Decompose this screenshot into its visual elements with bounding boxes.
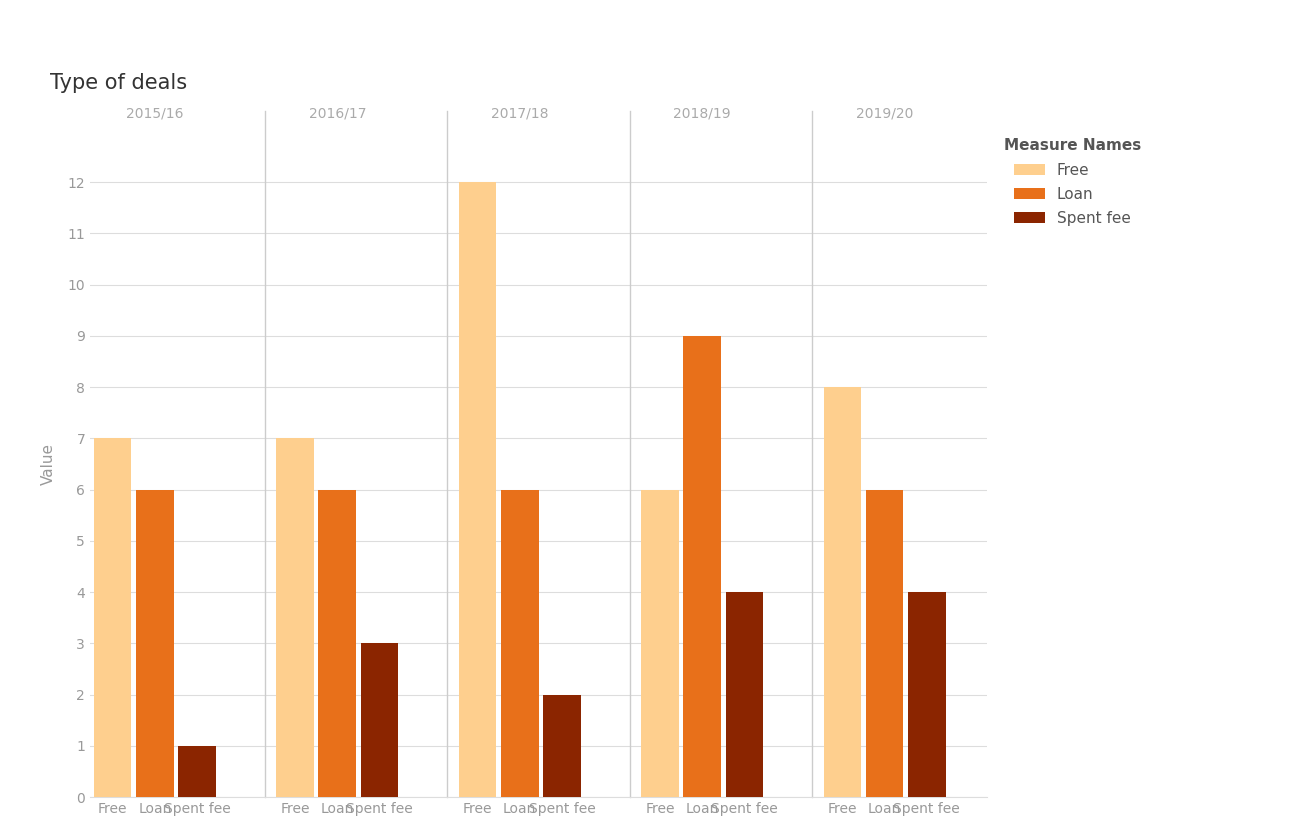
- Bar: [684, 336, 721, 797]
- Text: 2019/20: 2019/20: [856, 107, 914, 120]
- Bar: [907, 593, 945, 797]
- Text: 2017/18: 2017/18: [490, 107, 548, 120]
- Bar: [501, 489, 539, 797]
- Bar: [823, 387, 861, 797]
- Bar: [179, 746, 216, 797]
- Bar: [865, 489, 903, 797]
- Bar: [543, 695, 581, 797]
- Bar: [276, 439, 314, 797]
- Bar: [318, 489, 356, 797]
- Bar: [135, 489, 174, 797]
- Text: 2015/16: 2015/16: [126, 107, 184, 120]
- Text: Type of deals: Type of deals: [50, 73, 187, 93]
- Y-axis label: Value: Value: [41, 443, 57, 485]
- Bar: [459, 182, 496, 797]
- Legend: Free, Loan, Spent fee: Free, Loan, Spent fee: [1003, 139, 1141, 226]
- Bar: [642, 489, 679, 797]
- Bar: [726, 593, 763, 797]
- Bar: [360, 643, 398, 797]
- Bar: [93, 439, 132, 797]
- Text: 2018/19: 2018/19: [673, 107, 731, 120]
- Text: 2016/17: 2016/17: [309, 107, 366, 120]
